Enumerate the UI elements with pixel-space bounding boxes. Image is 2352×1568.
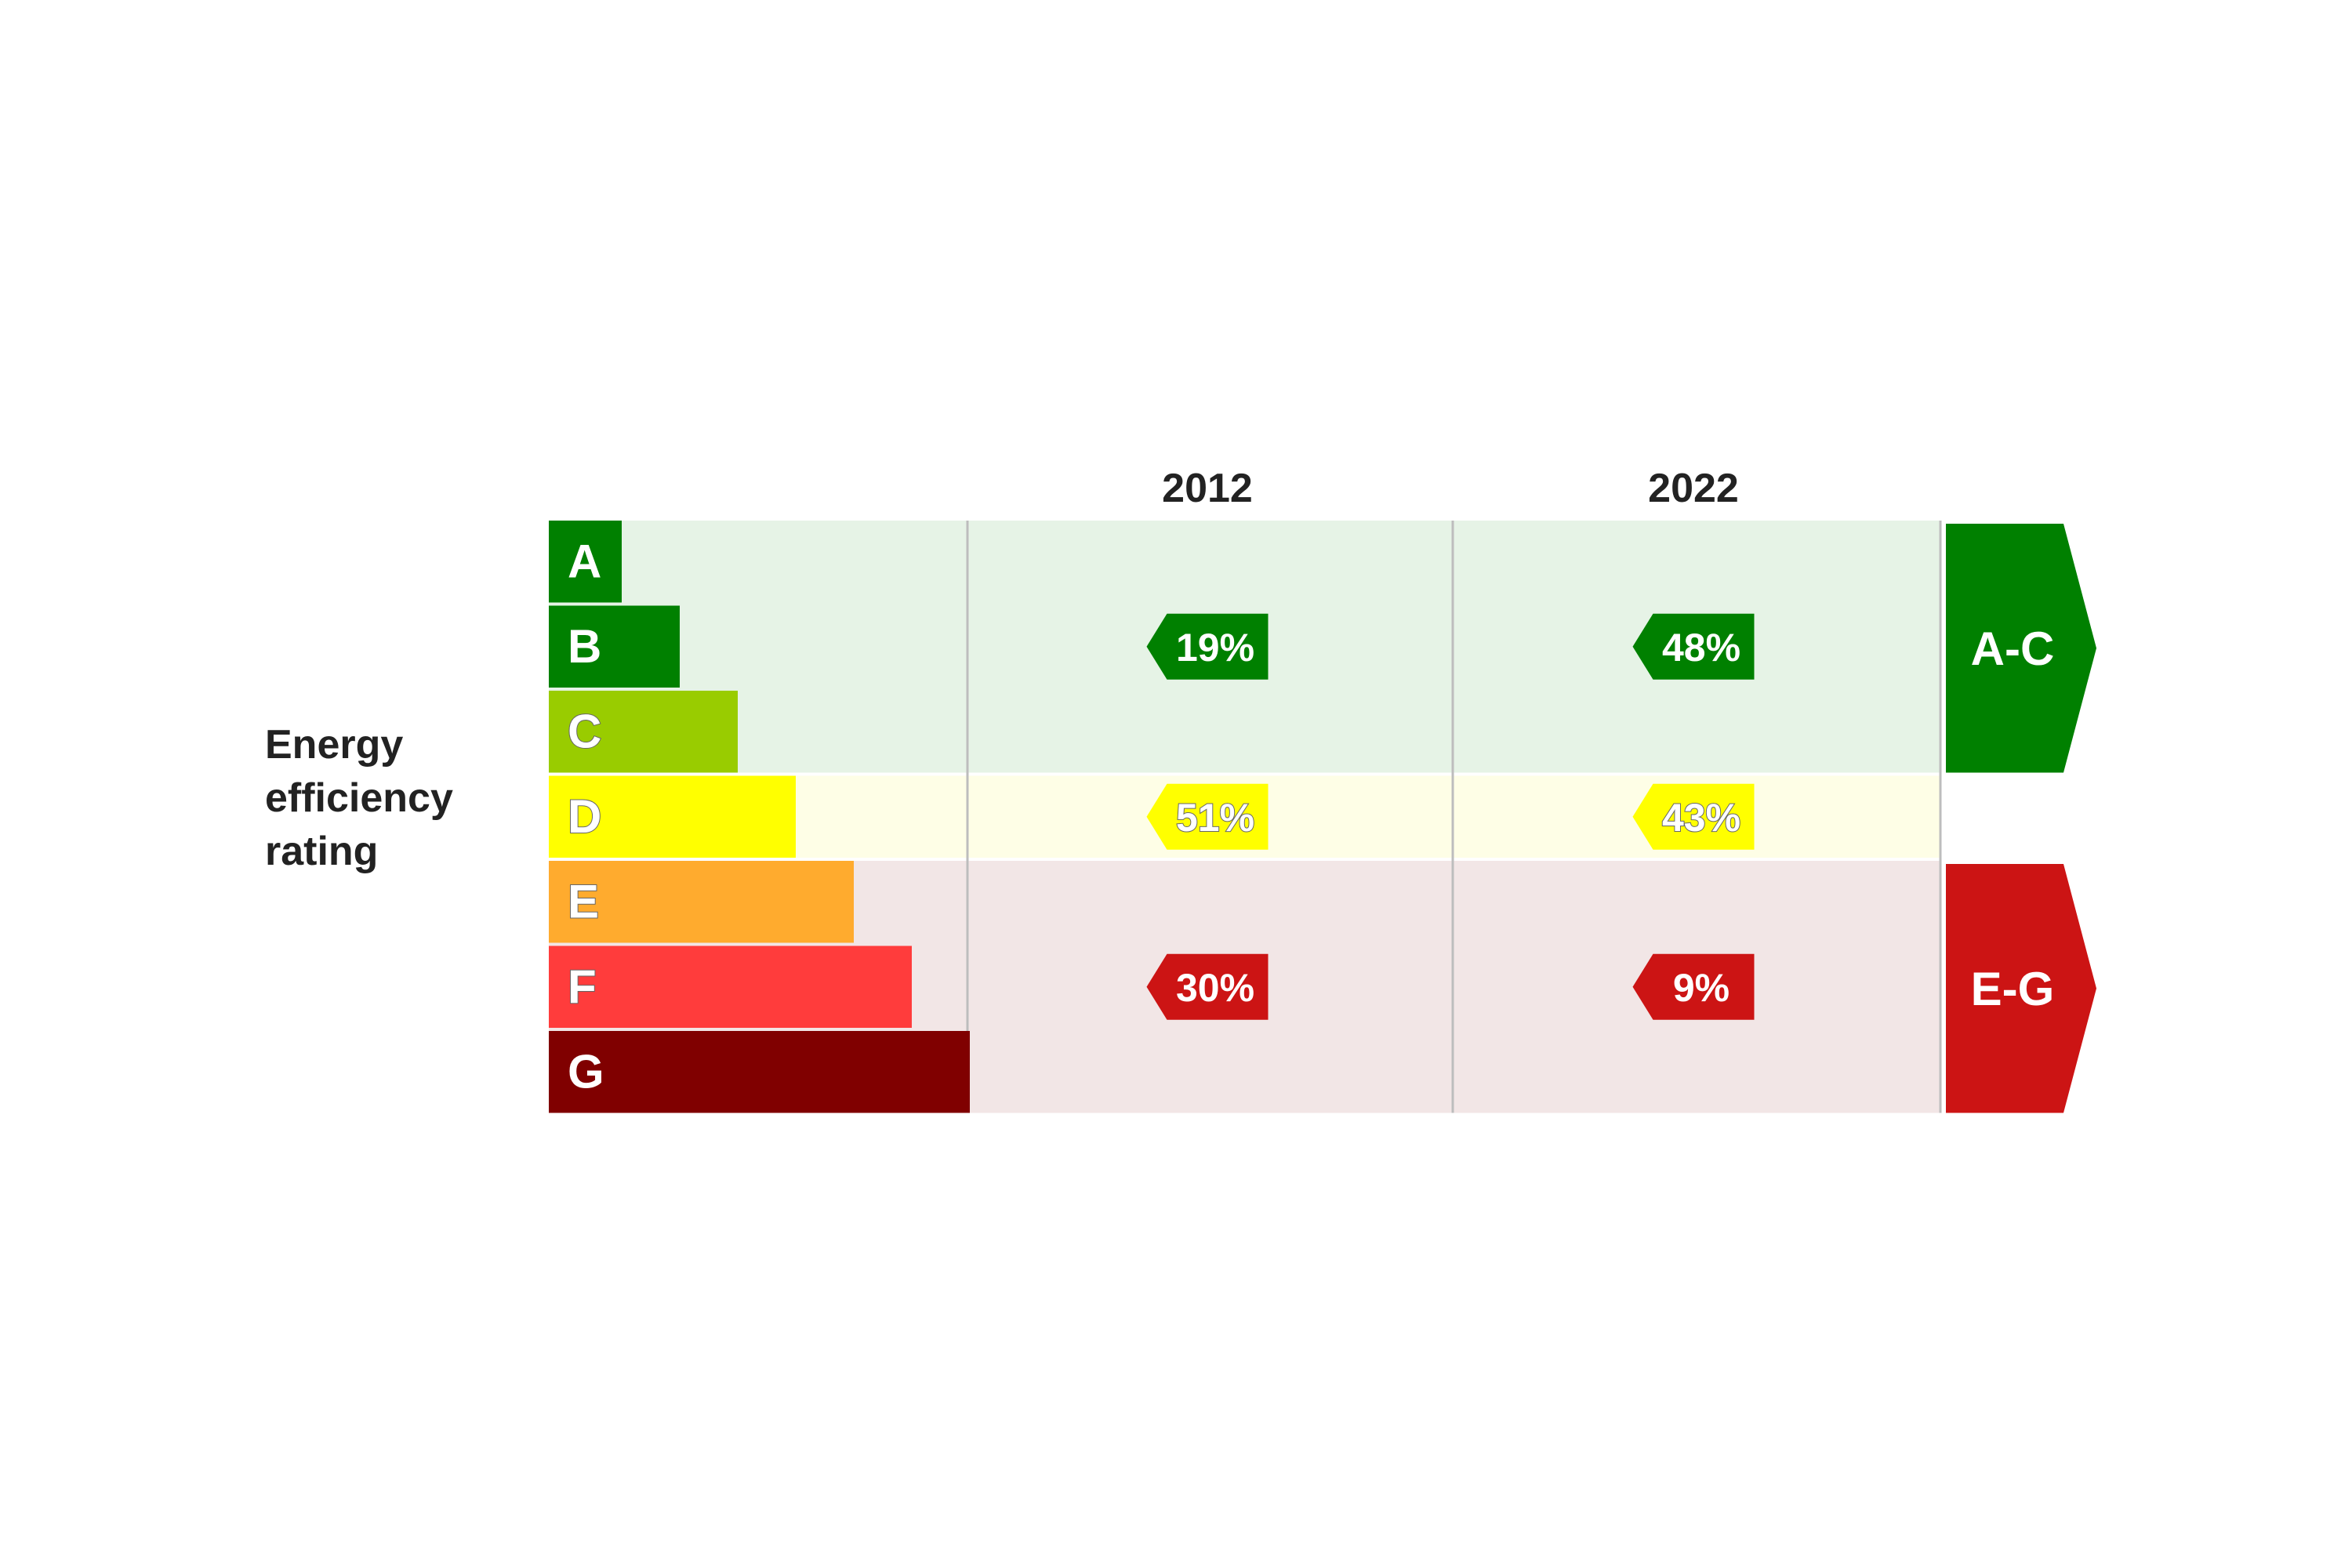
rating-label-d: D [568,790,601,843]
value-label-d-2012: 51% [1176,796,1254,840]
value-tags: 19% 48% 51% 43% 30% 9% [1146,613,1755,1020]
value-label-a-c-2012: 19% [1176,626,1254,670]
rating-bar-f [549,946,912,1028]
rating-bar-c [549,691,738,773]
year-header-2012: 2012 [1162,466,1253,511]
rating-label-a: A [568,535,601,587]
group-arrow-e-g [1946,864,2096,1113]
value-label-d-2022: 43% [1662,796,1740,840]
rating-label-c: C [568,705,601,757]
rating-bar-e [549,861,854,943]
value-tag-e-g-2012 [1146,953,1269,1020]
value-tag-d-2012 [1146,783,1269,850]
value-tag-d-2022 [1632,783,1755,850]
value-tag-a-c-2022 [1632,613,1755,680]
rating-label-e: E [568,875,599,927]
group-arrows: A-C E-G [1946,524,2096,1113]
rating-bar-b [549,605,680,688]
year-header-2022: 2022 [1648,466,1739,511]
rating-label-g: G [568,1045,604,1098]
group-arrow-label-e-g: E-G [1971,963,2055,1015]
rating-bar-g [549,1031,970,1113]
value-label-e-g-2022: 9% [1673,966,1730,1010]
group-arrow-a-c [1946,524,2096,773]
value-label-e-g-2012: 30% [1176,966,1254,1010]
column-dividers [966,521,1942,1113]
group-arrow-label-a-c: A-C [1971,622,2055,675]
row-label: Energy efficiency rating [265,722,453,874]
year-headers: 2012 2022 [1162,466,1739,511]
rating-label-b: B [568,620,601,673]
value-tag-a-c-2012 [1146,613,1269,680]
rating-bar-d [549,775,796,858]
value-tag-e-g-2022 [1632,953,1755,1020]
rating-bar-a [549,521,622,603]
rating-label-f: F [568,960,597,1013]
value-label-a-c-2022: 48% [1662,626,1740,670]
